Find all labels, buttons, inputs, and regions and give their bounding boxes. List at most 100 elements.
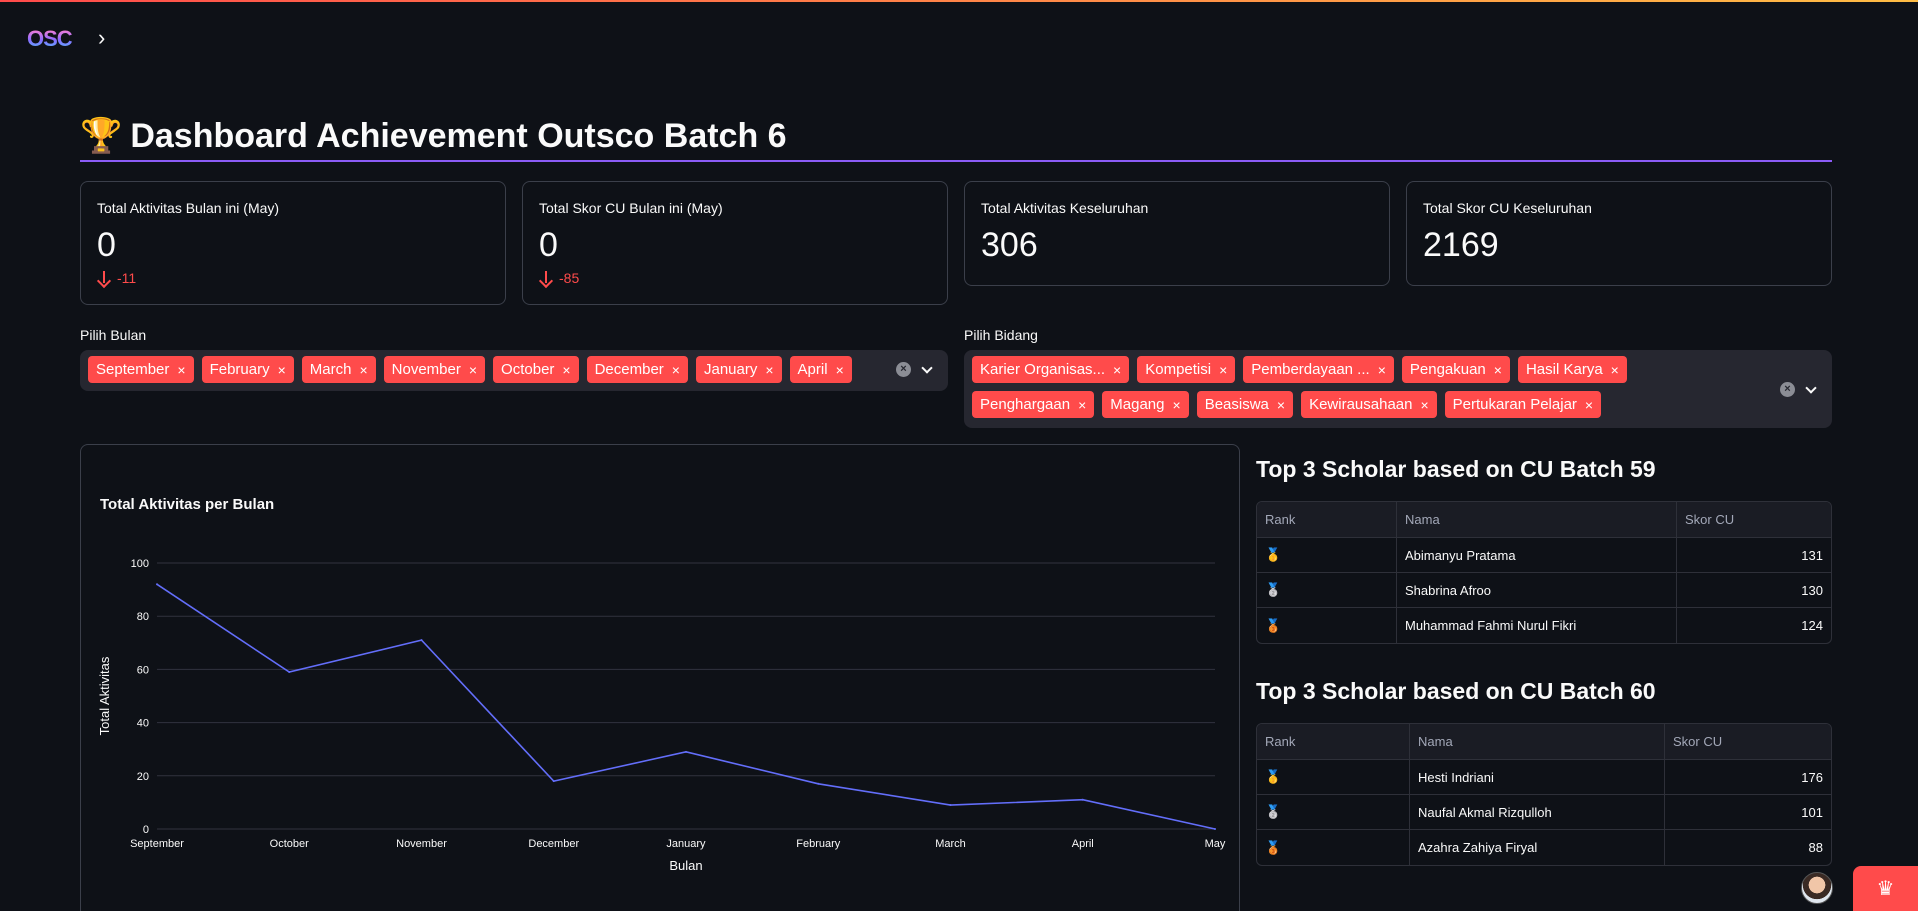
name-header[interactable]: Nama <box>1410 724 1665 760</box>
table-row[interactable]: 🥈 Naufal Akmal Rizqulloh 101 <box>1257 795 1831 830</box>
rank60-title: Top 3 Scholar based on CU Batch 60 <box>1256 678 1656 704</box>
remove-tag-icon[interactable]: × <box>1078 396 1087 413</box>
score-value: 176 <box>1665 760 1831 795</box>
remove-tag-icon[interactable]: × <box>1377 361 1386 378</box>
medal-icon: 🥈 <box>1257 795 1410 830</box>
score-header[interactable]: Skor CU <box>1665 724 1831 760</box>
metric-label: Total Skor CU Keseluruhan <box>1423 200 1592 216</box>
selected-tag[interactable]: February × <box>201 356 294 383</box>
metric-value: 306 <box>981 226 1038 264</box>
remove-tag-icon[interactable]: × <box>671 361 680 378</box>
remove-tag-icon[interactable]: × <box>1493 361 1502 378</box>
tag-label: Pengakuan <box>1409 361 1486 378</box>
medal-icon: 🥇 <box>1257 760 1410 795</box>
data-point <box>156 583 158 586</box>
remove-tag-icon[interactable]: × <box>1584 396 1594 413</box>
x-tick-label: May <box>1205 838 1226 850</box>
tag-label: Pemberdayaan ... <box>1251 361 1370 378</box>
remove-tag-icon[interactable]: × <box>177 361 186 378</box>
selected-tag[interactable]: October × <box>493 356 579 383</box>
selected-tag[interactable]: Beasiswa × <box>1196 391 1294 418</box>
selected-tag[interactable]: Pertukaran Pelajar × <box>1444 391 1602 418</box>
remove-tag-icon[interactable]: × <box>1172 396 1181 413</box>
avatar[interactable] <box>1801 872 1833 904</box>
app-logo[interactable]: OSC <box>27 26 73 51</box>
deploy-button[interactable]: ♛ <box>1853 866 1918 911</box>
selected-tag[interactable]: January × <box>695 356 782 383</box>
selected-tag[interactable]: Pengakuan × <box>1401 356 1510 383</box>
remove-tag-icon[interactable]: × <box>359 361 368 378</box>
selected-tag[interactable]: November × <box>383 356 486 383</box>
chevron-down-icon[interactable] <box>921 361 933 374</box>
chevron-down-icon[interactable] <box>1805 381 1817 394</box>
rank-header[interactable]: Rank <box>1257 502 1397 538</box>
metric-card-cu-month: Total Skor CU Bulan ini (May) 0 -85 <box>522 181 948 305</box>
score-header[interactable]: Skor CU <box>1677 502 1831 538</box>
tag-label: January <box>703 361 758 378</box>
remove-tag-icon[interactable]: × <box>277 361 286 378</box>
name-header[interactable]: Nama <box>1397 502 1677 538</box>
selected-tag[interactable]: Hasil Karya × <box>1517 356 1627 383</box>
remove-tag-icon[interactable]: × <box>835 361 844 378</box>
selected-tag[interactable]: September × <box>88 356 194 383</box>
table-row[interactable]: 🥉 Azahra Zahiya Firyal 88 <box>1257 830 1831 865</box>
remove-tag-icon[interactable]: × <box>1420 396 1429 413</box>
y-tick-label: 40 <box>137 718 149 730</box>
clear-icon[interactable]: × <box>1780 382 1795 397</box>
metric-label: Total Aktivitas Bulan ini (May) <box>97 200 280 216</box>
arrow-down-icon <box>539 270 553 286</box>
remove-tag-icon[interactable]: × <box>468 361 478 378</box>
selected-tag[interactable]: December × <box>586 356 688 383</box>
remove-tag-icon[interactable]: × <box>1276 396 1286 413</box>
metric-label: Total Skor CU Bulan ini (May) <box>539 200 723 216</box>
arrow-down-icon <box>97 270 111 286</box>
selected-tag[interactable]: Magang × <box>1102 391 1189 418</box>
trophy-icon: 🏆 <box>80 117 123 155</box>
tag-label: October <box>501 361 555 378</box>
page-title-row: 🏆 Dashboard Achievement Outsco Batch 6 <box>80 112 1832 162</box>
selected-tag[interactable]: April × <box>789 356 852 383</box>
x-tick-label: September <box>130 838 184 850</box>
tag-label: December <box>594 361 664 378</box>
data-point <box>1081 798 1084 801</box>
x-tick-label: March <box>935 838 966 850</box>
data-point <box>685 750 687 753</box>
remove-tag-icon[interactable]: × <box>562 361 571 378</box>
table-row[interactable]: 🥇 Abimanyu Pratama 131 <box>1257 538 1831 573</box>
score-value: 101 <box>1665 795 1831 830</box>
y-tick-label: 100 <box>131 558 149 570</box>
medal-icon: 🥈 <box>1257 573 1397 608</box>
chart-title: Total Aktivitas per Bulan <box>100 496 275 513</box>
remove-tag-icon[interactable]: × <box>1610 361 1619 378</box>
data-point <box>1214 828 1216 830</box>
selected-tag[interactable]: Kompetisi × <box>1137 356 1236 383</box>
selected-tag[interactable]: Karier Organisas... × <box>972 356 1130 383</box>
metric-delta: -11 <box>97 270 489 286</box>
table-row[interactable]: 🥇 Hesti Indriani 176 <box>1257 760 1831 795</box>
selected-tag[interactable]: March × <box>301 356 376 383</box>
rank-header[interactable]: Rank <box>1257 724 1410 760</box>
score-value: 124 <box>1801 618 1823 633</box>
x-axis-label: Bulan <box>669 858 702 873</box>
month-multiselect[interactable]: September × February × March × November × Octobe… <box>80 350 948 391</box>
selected-tag[interactable]: Penghargaan × <box>972 391 1095 418</box>
rank60-table: Rank Nama Skor CU 🥇 Hesti Indriani 176 🥈 Nau… <box>1256 723 1832 866</box>
tag-label: March <box>309 361 352 378</box>
selected-tag[interactable]: Kewirausahaan × <box>1301 391 1437 418</box>
table-row[interactable]: 🥉 Muhammad Fahmi Nurul Fikri 124 <box>1257 608 1831 643</box>
remove-tag-icon[interactable]: × <box>1113 361 1122 378</box>
series-line <box>156 583 1216 830</box>
remove-tag-icon[interactable]: × <box>765 361 774 378</box>
tag-label: February <box>209 361 270 378</box>
sidebar-toggle-button[interactable]: › <box>98 25 106 50</box>
clear-icon[interactable]: × <box>896 362 911 377</box>
scholar-name: Shabrina Afroo <box>1397 573 1677 608</box>
tag-label: April <box>797 361 828 378</box>
field-multiselect[interactable]: Karier Organisas... × Kompetisi × Pemberdaya… <box>964 350 1832 428</box>
selected-tag[interactable]: Pemberdayaan ... × <box>1243 356 1394 383</box>
metric-card-activities-month: Total Aktivitas Bulan ini (May) 0 -11 <box>80 181 506 305</box>
table-row[interactable]: 🥈 Shabrina Afroo 130 <box>1257 573 1831 608</box>
remove-tag-icon[interactable]: × <box>1219 361 1228 378</box>
rank59-title: Top 3 Scholar based on CU Batch 59 <box>1256 456 1656 482</box>
tag-label: Karier Organisas... <box>980 361 1106 378</box>
